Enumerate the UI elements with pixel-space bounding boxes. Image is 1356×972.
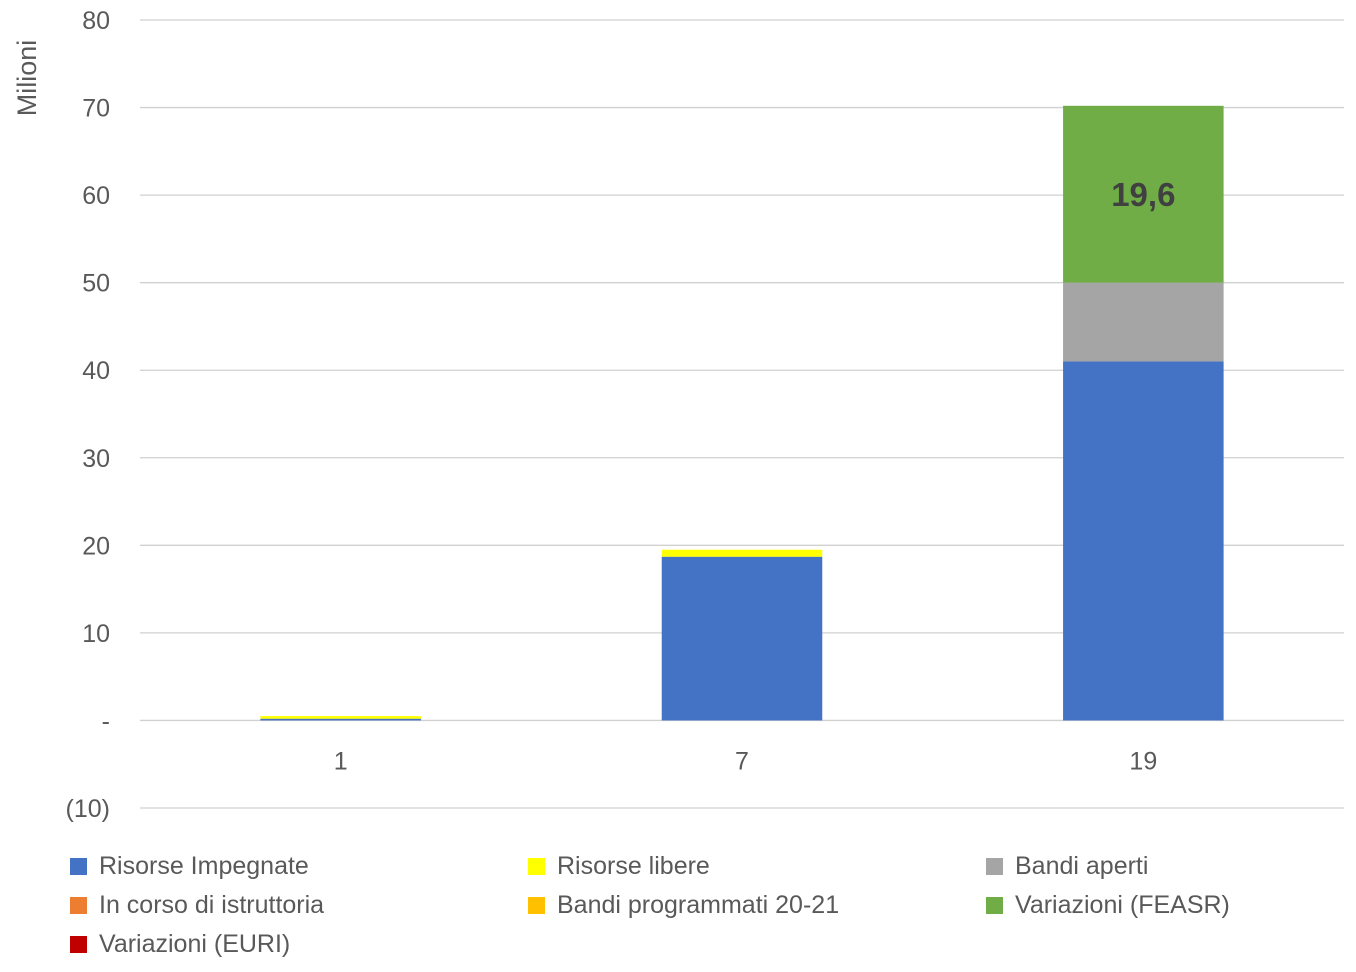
legend-label: Bandi aperti: [1015, 852, 1149, 880]
y-axis-title: Milioni: [12, 40, 42, 117]
y-tick-label: 30: [82, 445, 110, 473]
bar-segment-risorse-libere: [661, 549, 823, 557]
bar-segment-risorse-impegnate: [260, 718, 421, 721]
legend-label: Variazioni (FEASR): [1015, 891, 1230, 919]
legend-item: Bandi aperti: [986, 852, 1340, 880]
legend-label: In corso di istruttoria: [99, 891, 325, 919]
legend-label: Risorse libere: [557, 852, 710, 880]
legend-item: Variazioni (EURI): [70, 930, 528, 958]
legend-swatch: [70, 935, 87, 953]
legend-item: Risorse libere: [528, 852, 986, 880]
x-axis-tick-labels: 1 7 19: [334, 747, 1158, 775]
y-tick-label: -: [102, 707, 110, 735]
legend-item: In corso di istruttoria: [70, 891, 528, 919]
legend-label: Variazioni (EURI): [99, 930, 291, 958]
y-tick-label: (10): [66, 795, 110, 823]
legend-swatch: [986, 857, 1003, 875]
x-tick-label: 19: [1129, 747, 1157, 775]
legend-item: Risorse Impegnate: [70, 852, 528, 880]
legend: Risorse Impegnate Risorse libere Bandi ape…: [70, 852, 1340, 958]
y-tick-label: 40: [82, 357, 110, 385]
legend-item: Variazioni (FEASR): [986, 891, 1340, 919]
bars: [260, 105, 1224, 721]
legend-label: Bandi programmati 20-21: [557, 891, 840, 919]
y-tick-label: 80: [82, 7, 110, 35]
legend-item: Bandi programmati 20-21: [528, 891, 986, 919]
bar-segment-risorse-impegnate: [661, 556, 823, 721]
bar-segment-variazioni-feasr: [1063, 105, 1224, 283]
bar-segment-bandi-aperti: [1063, 282, 1224, 362]
y-tick-label: 60: [82, 182, 110, 210]
x-tick-label: 1: [334, 747, 348, 775]
legend-swatch: [528, 857, 545, 875]
y-axis-tick-labels: 80 70 60 50 40 30 20 10 - (10): [66, 7, 110, 823]
y-tick-label: 20: [82, 532, 110, 560]
y-tick-label: 10: [82, 620, 110, 648]
data-labels: 19,6: [1111, 176, 1175, 213]
legend-label: Risorse Impegnate: [99, 852, 309, 880]
legend-swatch: [70, 896, 87, 914]
bar-segment-risorse-libere: [260, 716, 421, 719]
x-tick-label: 7: [735, 747, 749, 775]
legend-swatch: [70, 857, 87, 875]
y-tick-label: 70: [82, 95, 110, 123]
bar-segment-risorse-impegnate: [1063, 361, 1224, 721]
data-label: 19,6: [1111, 176, 1175, 213]
legend-swatch: [528, 896, 545, 914]
legend-swatch: [986, 896, 1003, 914]
y-tick-label: 50: [82, 270, 110, 298]
